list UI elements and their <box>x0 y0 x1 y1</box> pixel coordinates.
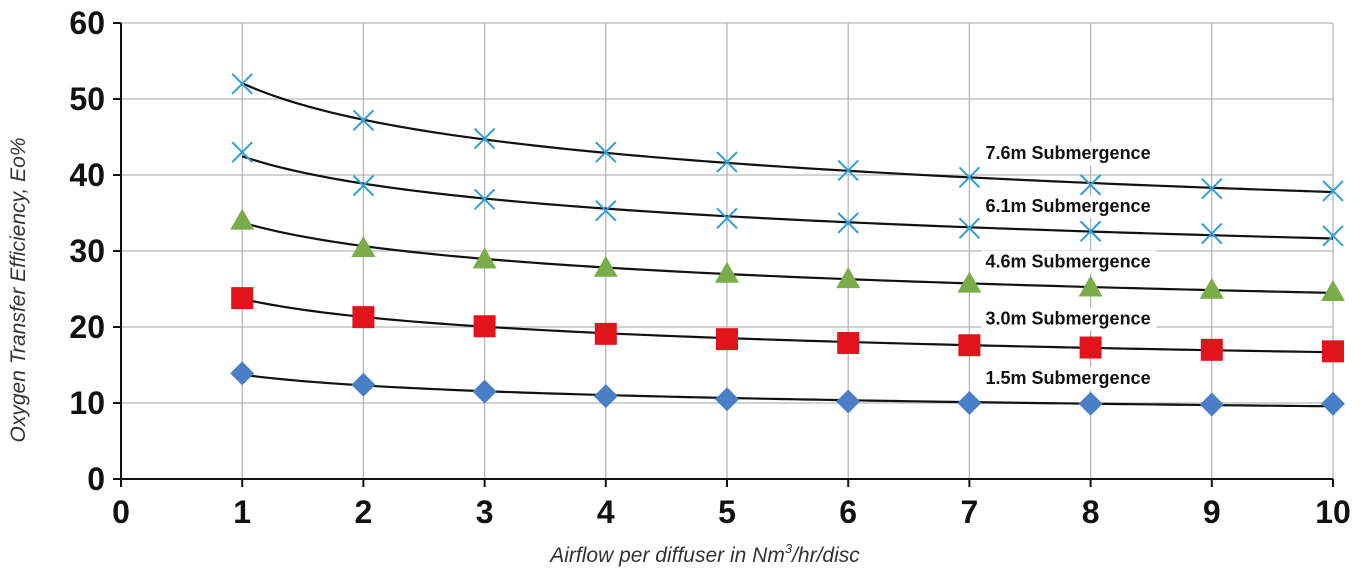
data-point-cross <box>473 188 496 211</box>
data-point-square <box>352 306 375 329</box>
data-point-square <box>716 328 738 351</box>
data-point-triangle <box>351 235 376 257</box>
x-tick-label: 5 <box>718 494 736 530</box>
data-point-square <box>1200 338 1223 361</box>
y-tick-label: 10 <box>69 385 105 421</box>
data-point-triangle <box>472 247 497 269</box>
y-axis-title: Oxygen Transfer Efficiency, Eo% <box>7 137 30 442</box>
data-point-diamond <box>836 389 861 414</box>
series-labels: 7.6m Submergence 6.1m Submergence 4.6m Sub… <box>981 142 1157 390</box>
data-point-diamond <box>1199 392 1224 417</box>
data-point-triangle <box>1078 275 1103 297</box>
data-markers <box>230 73 1345 417</box>
data-point-square <box>1079 336 1102 359</box>
data-point-cross <box>958 166 981 188</box>
x-tick-label: 7 <box>961 494 979 530</box>
data-point-cross <box>958 217 981 239</box>
x-axis-title: Airflow per diffuser in Nm3/hr/disc <box>548 541 860 567</box>
fit-curves <box>241 82 1334 408</box>
data-point-diamond <box>1321 391 1345 416</box>
data-point-triangle <box>1321 280 1345 302</box>
data-point-cross <box>1201 177 1223 200</box>
fit-curve <box>241 155 1334 240</box>
series-label-bg <box>981 195 1157 219</box>
data-point-triangle <box>957 271 982 293</box>
data-point-cross <box>1079 220 1102 242</box>
tick-labels: 0 10 20 30 40 50 60 0 1 2 3 4 5 6 7 8 9 10 <box>69 5 1350 530</box>
x-tick-label: 8 <box>1082 494 1100 530</box>
x-axis-title-main: Airflow per diffuser in Nm <box>548 544 785 567</box>
data-point-cross <box>231 73 253 95</box>
y-tick-label: 40 <box>69 157 105 193</box>
x-tick-label: 0 <box>112 494 130 530</box>
series-label-bg <box>981 367 1157 390</box>
data-point-cross <box>1322 225 1344 247</box>
y-tick-label: 30 <box>69 233 105 269</box>
data-point-cross <box>231 141 253 163</box>
series-label-bg <box>981 250 1157 274</box>
data-point-cross <box>837 212 859 234</box>
y-tick-label: 50 <box>69 81 105 117</box>
series-label-bg <box>981 142 1157 166</box>
fit-curve <box>241 297 1334 354</box>
data-point-diamond <box>957 391 982 415</box>
x-tick-label: 3 <box>476 494 494 530</box>
x-tick-label: 1 <box>233 494 251 530</box>
data-point-square <box>231 287 254 310</box>
fit-curve <box>241 82 1334 194</box>
data-point-triangle <box>1199 277 1224 299</box>
data-point-triangle <box>836 267 861 289</box>
series-label-bg <box>981 307 1157 331</box>
data-point-triangle <box>593 255 618 277</box>
data-point-square <box>594 322 617 345</box>
data-point-cross <box>595 141 617 163</box>
y-tick-label: 20 <box>69 309 105 345</box>
data-point-diamond <box>351 372 376 397</box>
series-label: 4.6m Submergence <box>986 252 1151 272</box>
series-label: 3.0m Submergence <box>986 309 1151 329</box>
data-point-cross <box>1322 180 1344 202</box>
data-point-cross <box>716 207 738 230</box>
data-point-cross <box>1201 222 1223 245</box>
data-point-square <box>1322 340 1344 363</box>
axes <box>113 22 1334 487</box>
data-point-cross <box>837 159 859 182</box>
y-tick-label: 0 <box>87 461 105 497</box>
x-tick-label: 9 <box>1203 494 1221 530</box>
x-tick-label: 4 <box>597 494 615 530</box>
y-tick-label: 60 <box>69 5 105 41</box>
series-label: 6.1m Submergence <box>986 196 1151 216</box>
data-point-square <box>473 315 496 338</box>
x-tick-label: 10 <box>1315 494 1351 530</box>
x-axis-title-tail: /hr/disc <box>790 544 860 567</box>
x-axis-title-sup: 3 <box>785 541 793 556</box>
data-point-triangle <box>715 261 739 283</box>
data-point-diamond <box>715 387 739 412</box>
x-tick-label: 2 <box>355 494 373 530</box>
fit-curve <box>241 221 1334 294</box>
data-point-triangle <box>230 208 255 230</box>
data-point-cross <box>716 151 738 173</box>
fit-curve <box>242 373 1334 408</box>
series-label: 1.5m Submergence <box>986 368 1151 388</box>
data-point-cross <box>1079 174 1102 196</box>
data-point-cross <box>352 174 375 197</box>
data-point-diamond <box>593 384 618 409</box>
data-point-cross <box>595 200 617 222</box>
data-point-diamond <box>472 379 497 404</box>
data-point-square <box>958 334 981 357</box>
data-point-cross <box>473 127 496 150</box>
data-point-diamond <box>230 361 255 386</box>
data-point-cross <box>352 109 375 131</box>
data-point-diamond <box>1078 391 1103 416</box>
series-label: 7.6m Submergence <box>986 143 1151 163</box>
x-tick-label: 6 <box>839 494 857 530</box>
data-point-square <box>837 331 860 354</box>
